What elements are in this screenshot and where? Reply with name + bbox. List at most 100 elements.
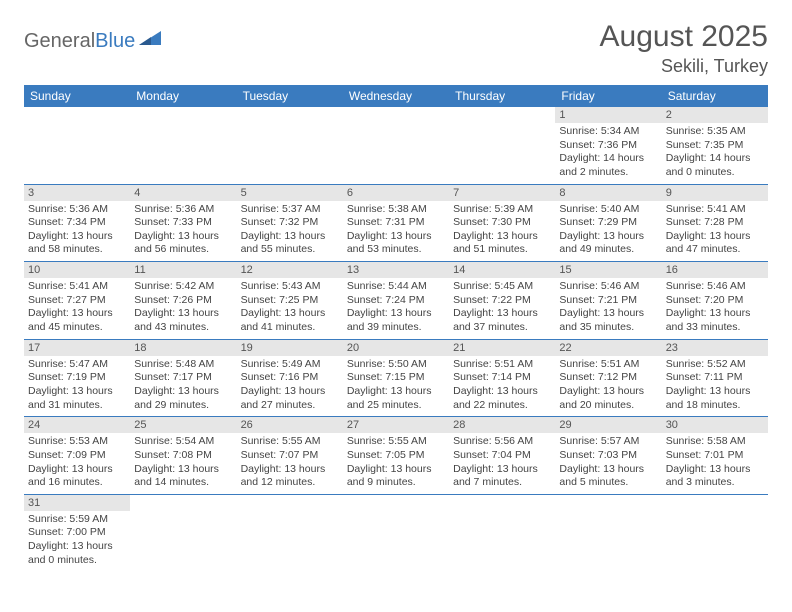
sunset-text: Sunset: 7:16 PM [241, 371, 339, 385]
day-number: 18 [130, 340, 236, 356]
calendar-cell: 10Sunrise: 5:41 AMSunset: 7:27 PMDayligh… [24, 262, 130, 340]
calendar-cell: 4Sunrise: 5:36 AMSunset: 7:33 PMDaylight… [130, 184, 236, 262]
calendar-cell: 2Sunrise: 5:35 AMSunset: 7:35 PMDaylight… [662, 107, 768, 184]
daylight-text: Daylight: 13 hours and 35 minutes. [559, 307, 657, 334]
day-number: 23 [662, 340, 768, 356]
sunset-text: Sunset: 7:25 PM [241, 294, 339, 308]
daylight-text: Daylight: 13 hours and 39 minutes. [347, 307, 445, 334]
sunrise-text: Sunrise: 5:51 AM [453, 358, 551, 372]
calendar-table: Sunday Monday Tuesday Wednesday Thursday… [24, 85, 768, 571]
weekday-header: Wednesday [343, 85, 449, 107]
calendar-cell: 23Sunrise: 5:52 AMSunset: 7:11 PMDayligh… [662, 339, 768, 417]
calendar-cell: 24Sunrise: 5:53 AMSunset: 7:09 PMDayligh… [24, 417, 130, 495]
day-details: Sunrise: 5:36 AMSunset: 7:33 PMDaylight:… [130, 201, 236, 262]
daylight-text: Daylight: 13 hours and 49 minutes. [559, 230, 657, 257]
weekday-header: Monday [130, 85, 236, 107]
daylight-text: Daylight: 13 hours and 22 minutes. [453, 385, 551, 412]
day-number: 19 [237, 340, 343, 356]
day-details: Sunrise: 5:49 AMSunset: 7:16 PMDaylight:… [237, 356, 343, 417]
sunset-text: Sunset: 7:28 PM [666, 216, 764, 230]
daylight-text: Daylight: 14 hours and 0 minutes. [666, 152, 764, 179]
sunset-text: Sunset: 7:21 PM [559, 294, 657, 308]
calendar-cell [449, 494, 555, 571]
calendar-cell: 6Sunrise: 5:38 AMSunset: 7:31 PMDaylight… [343, 184, 449, 262]
daylight-text: Daylight: 13 hours and 37 minutes. [453, 307, 551, 334]
sunset-text: Sunset: 7:03 PM [559, 449, 657, 463]
sunset-text: Sunset: 7:00 PM [28, 526, 126, 540]
day-number: 12 [237, 262, 343, 278]
day-details: Sunrise: 5:34 AMSunset: 7:36 PMDaylight:… [555, 123, 661, 184]
logo-text-blue: Blue [95, 30, 135, 53]
sunset-text: Sunset: 7:19 PM [28, 371, 126, 385]
calendar-cell [237, 107, 343, 184]
day-number: 16 [662, 262, 768, 278]
day-details: Sunrise: 5:35 AMSunset: 7:35 PMDaylight:… [662, 123, 768, 184]
daylight-text: Daylight: 13 hours and 14 minutes. [134, 463, 232, 490]
sunrise-text: Sunrise: 5:47 AM [28, 358, 126, 372]
daylight-text: Daylight: 13 hours and 3 minutes. [666, 463, 764, 490]
calendar-cell: 28Sunrise: 5:56 AMSunset: 7:04 PMDayligh… [449, 417, 555, 495]
calendar-cell: 30Sunrise: 5:58 AMSunset: 7:01 PMDayligh… [662, 417, 768, 495]
calendar-cell: 15Sunrise: 5:46 AMSunset: 7:21 PMDayligh… [555, 262, 661, 340]
day-details: Sunrise: 5:42 AMSunset: 7:26 PMDaylight:… [130, 278, 236, 339]
sunrise-text: Sunrise: 5:36 AM [134, 203, 232, 217]
sunset-text: Sunset: 7:33 PM [134, 216, 232, 230]
daylight-text: Daylight: 13 hours and 18 minutes. [666, 385, 764, 412]
sunrise-text: Sunrise: 5:48 AM [134, 358, 232, 372]
sunset-text: Sunset: 7:35 PM [666, 139, 764, 153]
sunset-text: Sunset: 7:12 PM [559, 371, 657, 385]
sunrise-text: Sunrise: 5:34 AM [559, 125, 657, 139]
logo: GeneralBlue [24, 28, 161, 55]
day-details: Sunrise: 5:44 AMSunset: 7:24 PMDaylight:… [343, 278, 449, 339]
sunrise-text: Sunrise: 5:37 AM [241, 203, 339, 217]
sunrise-text: Sunrise: 5:59 AM [28, 513, 126, 527]
calendar-cell: 14Sunrise: 5:45 AMSunset: 7:22 PMDayligh… [449, 262, 555, 340]
daylight-text: Daylight: 13 hours and 7 minutes. [453, 463, 551, 490]
sunrise-text: Sunrise: 5:58 AM [666, 435, 764, 449]
sunset-text: Sunset: 7:31 PM [347, 216, 445, 230]
sunset-text: Sunset: 7:14 PM [453, 371, 551, 385]
daylight-text: Daylight: 14 hours and 2 minutes. [559, 152, 657, 179]
daylight-text: Daylight: 13 hours and 25 minutes. [347, 385, 445, 412]
calendar-week-row: 24Sunrise: 5:53 AMSunset: 7:09 PMDayligh… [24, 417, 768, 495]
calendar-cell: 19Sunrise: 5:49 AMSunset: 7:16 PMDayligh… [237, 339, 343, 417]
day-details: Sunrise: 5:40 AMSunset: 7:29 PMDaylight:… [555, 201, 661, 262]
daylight-text: Daylight: 13 hours and 27 minutes. [241, 385, 339, 412]
day-details: Sunrise: 5:43 AMSunset: 7:25 PMDaylight:… [237, 278, 343, 339]
weekday-header: Thursday [449, 85, 555, 107]
day-number: 6 [343, 185, 449, 201]
calendar-cell [555, 494, 661, 571]
sunrise-text: Sunrise: 5:38 AM [347, 203, 445, 217]
sunrise-text: Sunrise: 5:42 AM [134, 280, 232, 294]
day-details: Sunrise: 5:38 AMSunset: 7:31 PMDaylight:… [343, 201, 449, 262]
day-number: 13 [343, 262, 449, 278]
day-number: 14 [449, 262, 555, 278]
day-number: 30 [662, 417, 768, 433]
sunset-text: Sunset: 7:11 PM [666, 371, 764, 385]
day-details: Sunrise: 5:50 AMSunset: 7:15 PMDaylight:… [343, 356, 449, 417]
sunset-text: Sunset: 7:32 PM [241, 216, 339, 230]
day-number: 7 [449, 185, 555, 201]
calendar-cell: 1Sunrise: 5:34 AMSunset: 7:36 PMDaylight… [555, 107, 661, 184]
day-number: 17 [24, 340, 130, 356]
day-details: Sunrise: 5:47 AMSunset: 7:19 PMDaylight:… [24, 356, 130, 417]
daylight-text: Daylight: 13 hours and 31 minutes. [28, 385, 126, 412]
daylight-text: Daylight: 13 hours and 47 minutes. [666, 230, 764, 257]
sunrise-text: Sunrise: 5:50 AM [347, 358, 445, 372]
sunrise-text: Sunrise: 5:36 AM [28, 203, 126, 217]
calendar-cell [130, 494, 236, 571]
sunset-text: Sunset: 7:09 PM [28, 449, 126, 463]
calendar-cell [343, 107, 449, 184]
weekday-row: Sunday Monday Tuesday Wednesday Thursday… [24, 85, 768, 107]
calendar-week-row: 1Sunrise: 5:34 AMSunset: 7:36 PMDaylight… [24, 107, 768, 184]
day-number: 3 [24, 185, 130, 201]
sunset-text: Sunset: 7:20 PM [666, 294, 764, 308]
sunset-text: Sunset: 7:08 PM [134, 449, 232, 463]
calendar-cell: 25Sunrise: 5:54 AMSunset: 7:08 PMDayligh… [130, 417, 236, 495]
calendar-cell: 22Sunrise: 5:51 AMSunset: 7:12 PMDayligh… [555, 339, 661, 417]
sunrise-text: Sunrise: 5:55 AM [347, 435, 445, 449]
weekday-header: Saturday [662, 85, 768, 107]
calendar-cell: 11Sunrise: 5:42 AMSunset: 7:26 PMDayligh… [130, 262, 236, 340]
day-number: 21 [449, 340, 555, 356]
daylight-text: Daylight: 13 hours and 9 minutes. [347, 463, 445, 490]
